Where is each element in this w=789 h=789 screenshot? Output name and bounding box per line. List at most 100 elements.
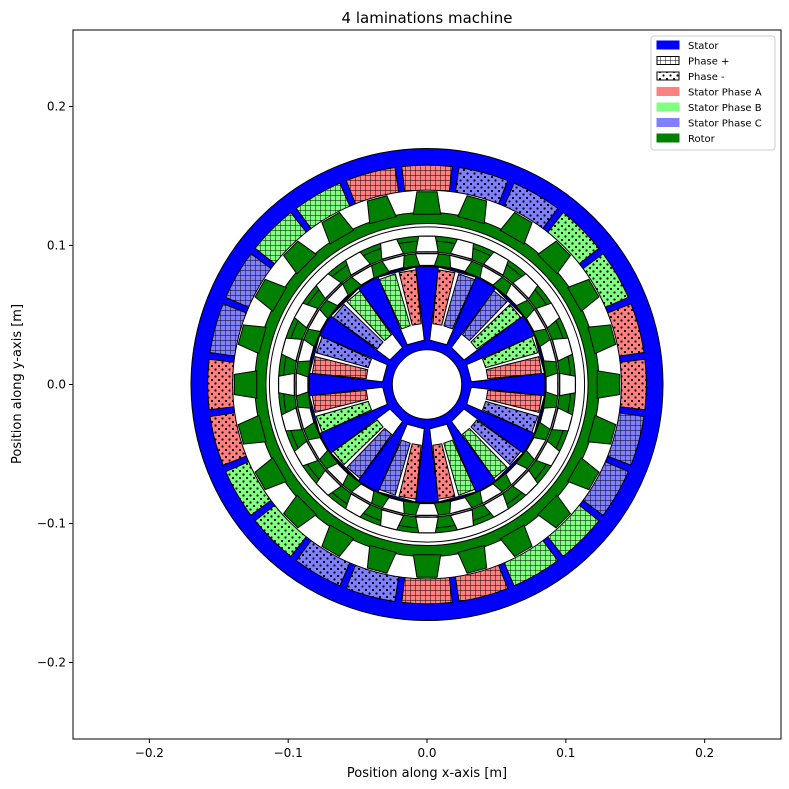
outer-stator-slot: [618, 358, 647, 411]
inner-stator-slot: [377, 423, 425, 503]
outer-rotor-tooth-outer: [237, 414, 267, 445]
x-tick-label: 0.1: [556, 746, 575, 760]
outer-rotor-tooth-outer: [366, 195, 397, 225]
shaft-bore: [391, 349, 463, 420]
outer-rotor-tooth-outer: [587, 324, 617, 355]
coil-hatch-phase-plus: [401, 576, 453, 604]
inner-stator-slot: [450, 287, 524, 361]
outer-rotor-tooth-outer: [282, 240, 318, 275]
coil-hatch-phase-minus: [581, 253, 629, 308]
coil-hatch-phase-minus: [296, 539, 351, 586]
outer-stator-slot: [401, 164, 453, 194]
inner-rotor-slot-inner: [545, 372, 559, 397]
inner-stator-slot: [466, 334, 546, 383]
inner-stator-slot: [466, 386, 546, 435]
coil-hatch-phase-minus: [618, 359, 647, 410]
legend-label: Rotor: [688, 134, 716, 145]
coil-hatch-phase-plus: [379, 440, 411, 496]
coil-hatch-phase-plus: [486, 356, 542, 379]
coil-hatch-phase-plus: [312, 356, 368, 379]
coil-hatch-phase-plus: [503, 539, 558, 586]
outer-rotor-tooth-outer: [566, 456, 600, 491]
inner-stator-slot: [330, 287, 404, 361]
outer-rotor-tooth-outer: [237, 324, 267, 355]
coil-hatch-phase-minus: [482, 401, 538, 433]
inner-stator-slot-bg: [330, 408, 404, 482]
coil-hatch-phase-plus: [462, 428, 508, 479]
outer-rotor-tooth-outer: [412, 191, 442, 215]
x-tick-label: −0.2: [135, 746, 164, 760]
outer-rotor-tooth-outer: [457, 544, 488, 574]
outer-rotor-tooth-outer: [587, 414, 617, 445]
outer-rotor-tooth-outer: [566, 278, 600, 313]
coil-hatch-phase-minus: [255, 504, 308, 557]
inner-stator-slot-bg: [450, 287, 524, 361]
legend-swatch: [656, 102, 680, 112]
inner-stator-slot: [450, 408, 524, 482]
legend-swatch: [656, 118, 680, 127]
coil-hatch-phase-plus: [346, 290, 392, 341]
outer-rotor-tooth-outer: [596, 370, 621, 399]
coil-hatch-phase-minus: [546, 212, 599, 265]
y-tick-label: −0.1: [37, 517, 66, 531]
legend-label: Stator: [688, 41, 719, 52]
outer-rotor-tooth-outer: [499, 524, 533, 558]
coil-hatch-phase-plus: [443, 273, 475, 329]
coil-hatch-phase-plus: [225, 253, 273, 308]
legend-label: Stator Phase C: [688, 119, 762, 130]
inner-rotor-slot-outer: [559, 372, 576, 397]
inner-stator-slot: [308, 386, 388, 435]
coil-hatch-phase-plus: [581, 461, 629, 516]
legend-swatch: [656, 87, 680, 96]
inner-stator-slot: [330, 408, 404, 482]
coil-hatch-phase-minus: [503, 183, 558, 230]
x-tick-label: 0.0: [417, 746, 436, 760]
x-axis-label: Position along x-axis [m]: [347, 766, 507, 781]
coil-hatch-phase-minus: [399, 269, 422, 326]
coil-hatch-phase-plus: [296, 183, 351, 230]
inner-rotor-slot-outer: [415, 516, 439, 534]
legend-label: Phase +: [688, 57, 729, 68]
chart-title: 4 laminations machine: [342, 9, 513, 27]
outer-rotor-tooth-outer: [366, 544, 397, 574]
coil-hatch-phase-plus: [255, 212, 308, 265]
outer-rotor-tooth-outer: [321, 211, 355, 245]
coil-hatch-phase-plus: [312, 390, 368, 413]
coil-hatch-phase-minus: [432, 269, 455, 326]
y-tick-label: 0.2: [47, 99, 66, 113]
coil-hatch-phase-minus: [333, 304, 384, 350]
inner-rotor-slot-inner: [414, 253, 440, 266]
y-tick-label: 0.0: [47, 378, 66, 392]
coil-hatch-phase-minus: [470, 419, 521, 465]
inner-stator-slot-bg: [330, 287, 404, 361]
coil-hatch-phase-minus: [432, 443, 455, 500]
legend-label: Phase -: [688, 72, 725, 83]
coil-hatch-phase-minus: [399, 443, 422, 500]
inner-rotor-slot-inner: [295, 372, 309, 397]
inner-stator-slot: [429, 423, 477, 503]
outer-rotor-tooth-outer: [536, 494, 572, 529]
outer-rotor-tooth-outer: [457, 195, 488, 225]
outer-stator-slot: [207, 358, 236, 411]
plot-area: [190, 148, 664, 621]
x-tick-label: 0.2: [695, 746, 714, 760]
coil-hatch-phase-minus: [316, 336, 372, 368]
coil-hatch-phase-minus: [316, 401, 372, 433]
x-tick-label: −0.1: [274, 746, 303, 760]
inner-rotor-slot-outer: [415, 235, 439, 253]
legend-label: Stator Phase B: [688, 103, 762, 114]
inner-rotor-slot-outer: [278, 372, 295, 397]
legend-swatch: [656, 40, 680, 50]
y-tick-label: −0.2: [37, 656, 66, 670]
outer-rotor-tooth-outer: [321, 524, 355, 558]
legend-swatch-hatch: [656, 71, 680, 81]
inner-rotor-slot-inner: [414, 503, 440, 516]
coil-hatch-phase-minus: [207, 359, 236, 410]
outer-rotor-tooth-outer: [499, 211, 533, 245]
y-tick-label: 0.1: [47, 238, 66, 252]
coil-hatch-phase-minus: [225, 461, 273, 516]
inner-stator-slot-bg: [450, 408, 524, 482]
outer-rotor-tooth-outer: [536, 240, 572, 275]
legend-swatch-hatch: [656, 56, 680, 65]
inner-stator-slot: [308, 334, 388, 383]
